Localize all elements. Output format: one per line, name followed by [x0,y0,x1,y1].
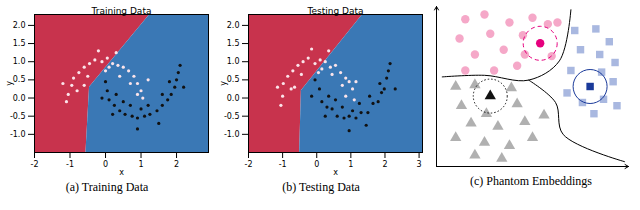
svg-text:0.5: 0.5 [227,75,240,84]
svg-text:x: x [333,168,338,177]
svg-text:-1: -1 [66,160,74,169]
svg-text:x: x [119,168,124,177]
svg-text:1.0: 1.0 [13,57,26,66]
svg-text:-2: -2 [31,160,39,169]
svg-text:-0.5: -0.5 [224,112,240,121]
svg-text:3: 3 [417,160,422,169]
svg-text:2.0: 2.0 [13,21,26,30]
svg-text:2: 2 [174,160,179,169]
svg-text:y: y [5,81,14,86]
svg-text:1: 1 [348,160,353,169]
svg-text:Training Data: Training Data [91,6,152,16]
svg-text:0: 0 [314,160,319,169]
html-text:(b) Testing Data: (b) Testing Data [282,180,360,194]
svg-text:0.5: 0.5 [13,75,26,84]
html-text:(a) Training Data: (a) Training Data [65,180,149,194]
svg-text:Testing Data: Testing Data [307,6,364,16]
svg-text:2.0: 2.0 [227,21,240,30]
svg-text:-1.0: -1.0 [10,130,26,139]
html-text:(c) Phantom Embeddings: (c) Phantom Embeddings [470,174,592,188]
svg-text:2: 2 [382,160,387,169]
svg-text:0.0: 0.0 [13,94,26,103]
svg-text:0: 0 [103,160,108,169]
svg-text:1.5: 1.5 [227,39,240,48]
svg-text:1.5: 1.5 [13,39,26,48]
svg-text:-2: -2 [245,160,253,169]
svg-text:1.0: 1.0 [227,57,240,66]
svg-text:0.0: 0.0 [227,94,240,103]
svg-text:1: 1 [138,160,143,169]
svg-text:y: y [219,81,228,86]
svg-text:-1.0: -1.0 [224,130,240,139]
svg-text:-1: -1 [279,160,287,169]
svg-text:-0.5: -0.5 [10,112,26,121]
